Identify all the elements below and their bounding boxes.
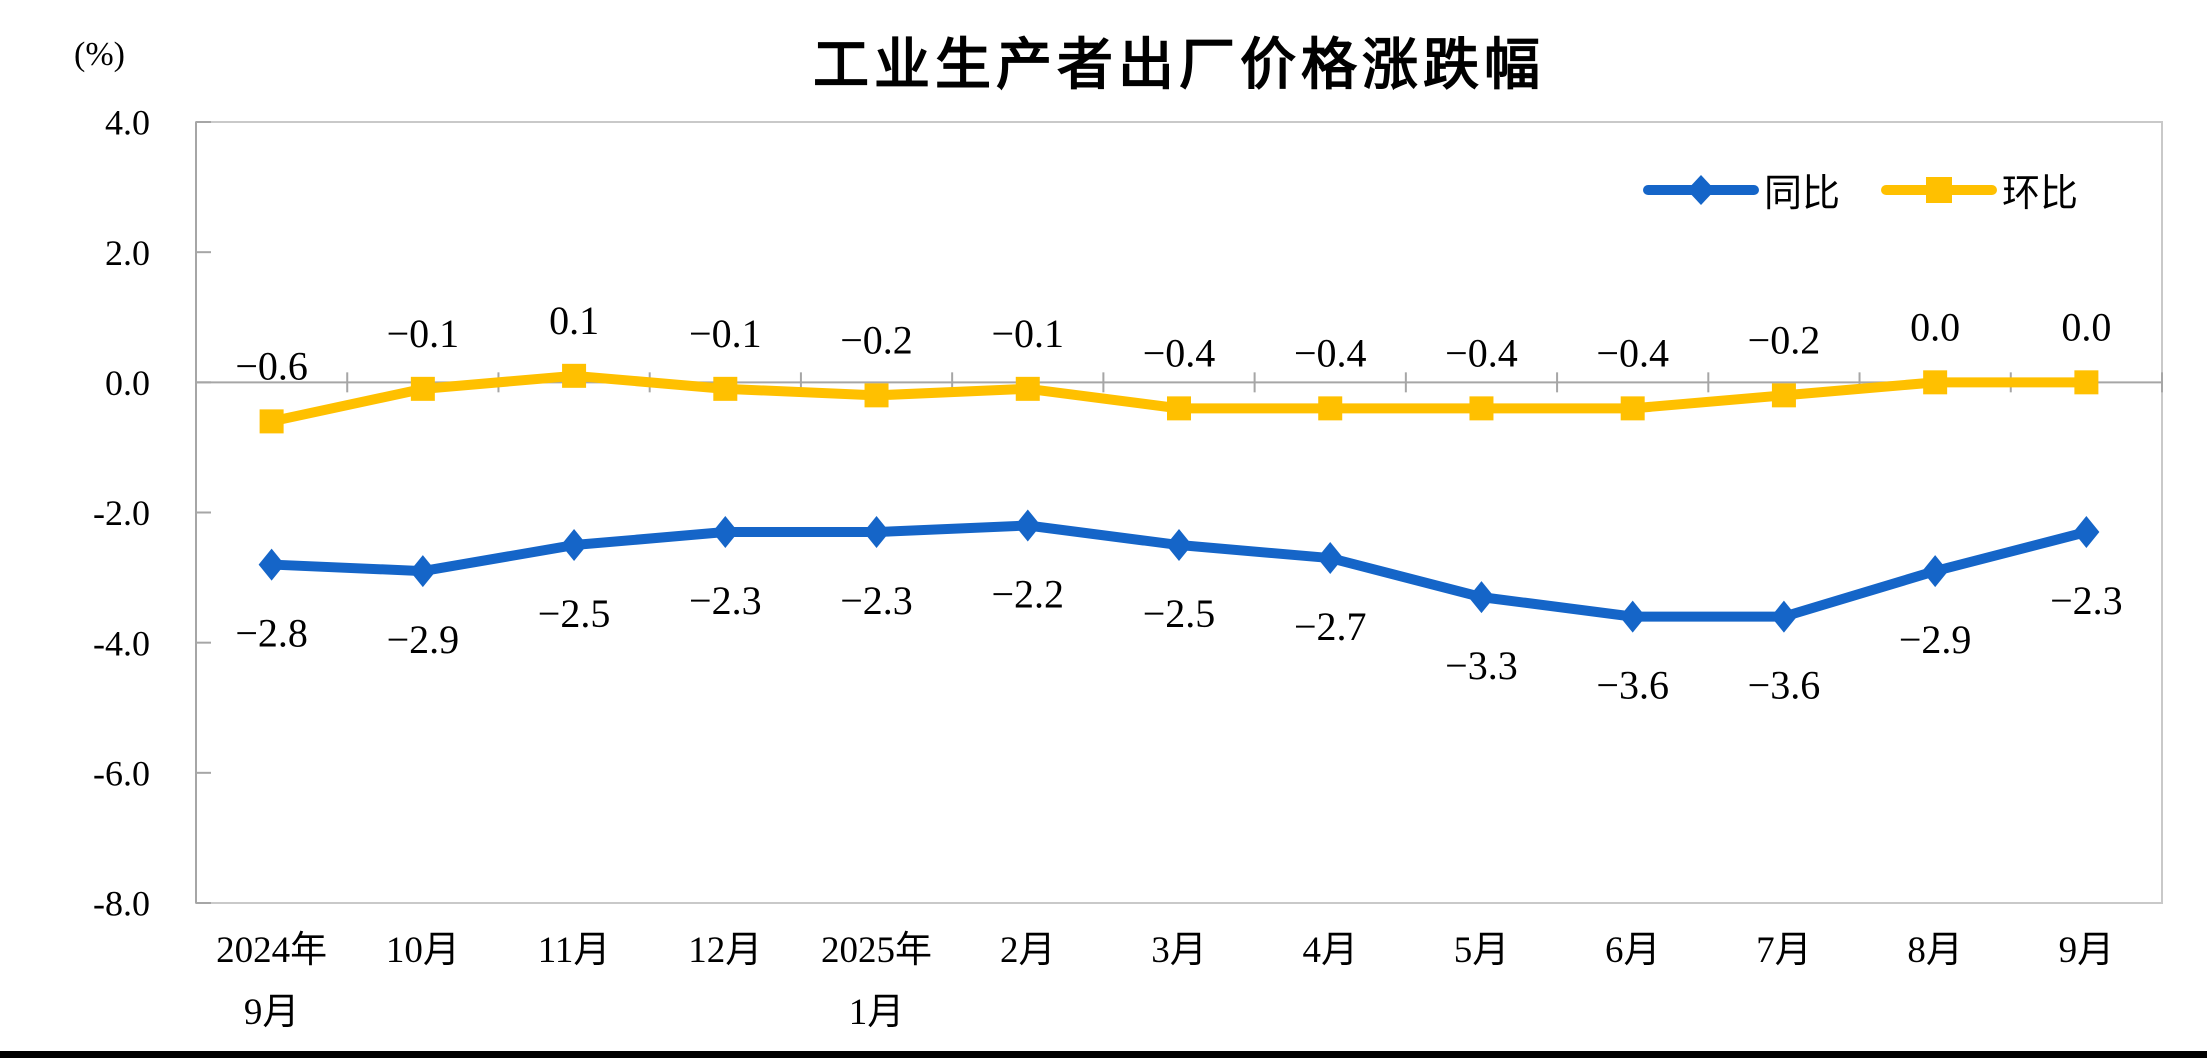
- data-point-marker-环比: [259, 409, 284, 434]
- data-label-同比: −2.5: [1143, 591, 1216, 636]
- x-axis-tick-label: 1月: [849, 992, 905, 1033]
- data-label-环比: −0.1: [387, 311, 460, 356]
- data-label-同比: −2.3: [2050, 578, 2123, 623]
- y-axis-tick-label: -4.0: [93, 623, 150, 663]
- x-axis-tick-label: 9月: [2059, 930, 2115, 971]
- y-axis-unit-label: (%): [74, 36, 125, 73]
- data-point-marker-同比: [712, 516, 739, 549]
- data-point-marker-同比: [1317, 542, 1344, 575]
- data-point-marker-环比: [864, 383, 889, 408]
- x-axis-tick-label: 4月: [1302, 930, 1358, 971]
- x-axis-tick-label: 2月: [1000, 930, 1056, 971]
- y-axis-tick-label: -2.0: [93, 493, 150, 533]
- data-label-环比: −0.2: [1748, 317, 1821, 362]
- data-point-marker-环比: [1771, 383, 1796, 408]
- data-point-marker-环比: [1015, 376, 1040, 401]
- data-label-环比: −0.2: [840, 317, 913, 362]
- bottom-divider-bar: [0, 1051, 2207, 1058]
- data-label-环比: −0.1: [689, 311, 762, 356]
- data-label-同比: −2.7: [1294, 604, 1367, 649]
- x-axis-tick-label: 12月: [688, 930, 762, 971]
- x-axis-tick-label: 10月: [386, 930, 460, 971]
- data-point-marker-环比: [2074, 370, 2099, 395]
- data-label-环比: −0.6: [235, 343, 308, 388]
- data-point-marker-环比: [1469, 396, 1494, 421]
- y-axis-tick-label: -8.0: [93, 884, 150, 924]
- y-axis-tick-label: -6.0: [93, 753, 150, 793]
- data-label-环比: −0.4: [1294, 330, 1367, 375]
- data-point-marker-环比: [562, 363, 587, 388]
- data-label-环比: 0.0: [2061, 304, 2111, 349]
- data-label-环比: −0.4: [1143, 330, 1216, 375]
- data-label-环比: 0.1: [549, 298, 599, 343]
- plot-border: [195, 121, 2163, 904]
- data-point-marker-同比: [258, 548, 285, 581]
- x-axis-tick-label: 8月: [1907, 930, 1963, 971]
- data-label-同比: −2.5: [538, 591, 611, 636]
- x-axis-tick-label: 7月: [1756, 930, 1812, 971]
- huanbi-line-sample-icon: [1881, 176, 1998, 203]
- y-axis-tick-label: 2.0: [105, 233, 150, 273]
- legend-label-tongbi: 同比: [1764, 173, 1841, 215]
- data-label-环比: −0.1: [991, 311, 1064, 356]
- data-label-环比: −0.4: [1596, 330, 1669, 375]
- data-label-同比: −3.3: [1445, 643, 1518, 688]
- data-point-marker-环比: [410, 376, 435, 401]
- chart-title: 工业生产者出厂价格涨跌幅: [813, 33, 1545, 96]
- legend-label-huanbi: 环比: [2002, 173, 2079, 215]
- chart-legend: 同比 环比: [1642, 162, 2078, 217]
- x-axis-tick-label: 9月: [244, 992, 300, 1033]
- x-axis-tick-label: 2024年: [216, 929, 327, 971]
- x-axis-tick-label: 2025年: [821, 929, 932, 971]
- x-axis-tick-label: 6月: [1605, 930, 1661, 971]
- data-point-marker-同比: [1619, 600, 1646, 633]
- data-point-marker-同比: [863, 516, 890, 549]
- data-label-环比: −0.4: [1445, 330, 1518, 375]
- x-axis-tick-label: 5月: [1454, 930, 1510, 971]
- data-label-同比: −3.6: [1748, 663, 1821, 708]
- data-point-marker-同比: [409, 555, 436, 588]
- data-label-同比: −3.6: [1596, 663, 1669, 708]
- legend-item-huanbi: 环比: [1880, 162, 2078, 217]
- data-label-同比: −2.3: [840, 578, 913, 623]
- data-point-marker-同比: [1468, 581, 1495, 614]
- tongbi-line-sample-icon: [1643, 174, 1759, 205]
- data-point-marker-同比: [2073, 516, 2100, 549]
- data-point-marker-同比: [1770, 600, 1797, 633]
- data-label-同比: −2.2: [991, 572, 1064, 617]
- data-point-marker-环比: [1923, 370, 1948, 395]
- data-point-marker-同比: [1014, 509, 1041, 542]
- y-axis-tick-label: 0.0: [105, 363, 150, 403]
- data-label-环比: 0.0: [1910, 304, 1960, 349]
- data-label-同比: −2.8: [235, 611, 308, 656]
- data-point-marker-环比: [1318, 396, 1343, 421]
- data-point-marker-同比: [1922, 555, 1949, 588]
- data-label-同比: −2.3: [689, 578, 762, 623]
- data-label-同比: −2.9: [1899, 617, 1972, 662]
- legend-item-tongbi: 同比: [1642, 162, 1840, 217]
- y-axis-tick-label: 4.0: [105, 103, 150, 143]
- data-point-marker-环比: [1620, 396, 1645, 421]
- x-axis-tick-label: 11月: [538, 930, 611, 971]
- data-point-marker-环比: [1167, 396, 1191, 421]
- data-point-marker-同比: [1166, 529, 1192, 562]
- data-point-marker-环比: [713, 376, 738, 401]
- x-axis-tick-label: 3月: [1151, 930, 1207, 971]
- data-label-同比: −2.9: [387, 617, 460, 662]
- data-point-marker-同比: [561, 529, 588, 562]
